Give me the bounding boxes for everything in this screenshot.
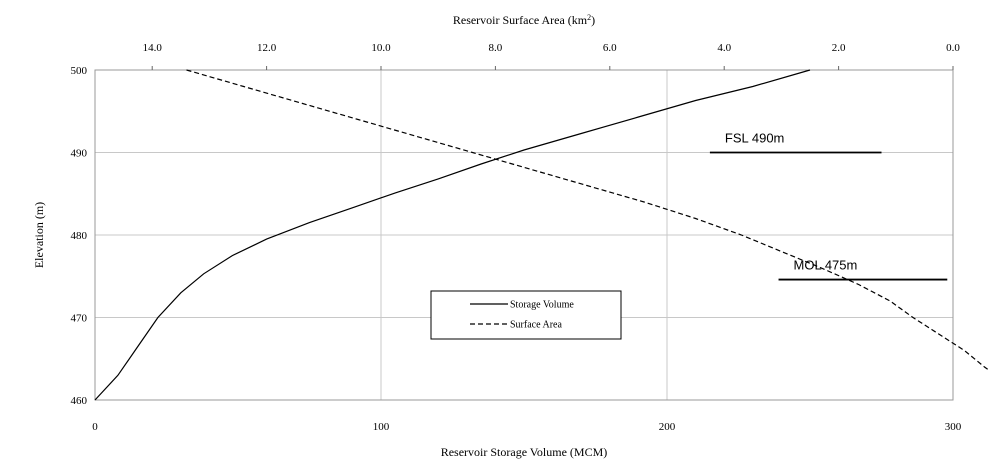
x-axis-label: Reservoir Storage Volume (MCM) <box>441 445 608 459</box>
x-top-tick-label: 12.0 <box>257 42 277 54</box>
legend-box <box>430 290 622 340</box>
annotations: FSL 490m MOL 475m <box>709 131 948 281</box>
series-line-storage-volume <box>94 69 811 401</box>
annotation-label: FSL 490m <box>725 131 785 146</box>
x-bottom-tick-label: 0 <box>92 421 98 433</box>
x-top-tick-label: 8.0 <box>489 42 503 54</box>
legend: Storage Volume Surface Area <box>430 290 622 340</box>
plot-area <box>94 69 954 401</box>
ticks: 460 470 480 490 500 0 100 200 300 14.0 12.0 10.0 8.0… <box>71 42 962 433</box>
y-tick-label: 490 <box>71 148 88 160</box>
y-tick-label: 500 <box>71 65 88 77</box>
x-bottom-tick-label: 200 <box>659 421 676 433</box>
y-tick-label: 470 <box>71 313 88 325</box>
x-bottom-tick-label: 300 <box>945 421 962 433</box>
legend-label-storage-volume: Storage Volume <box>510 300 574 311</box>
grid <box>95 70 953 400</box>
x-top-tick-label: 6.0 <box>603 42 617 54</box>
y-axis-label: Elevation (m) <box>32 202 46 268</box>
series-layer <box>94 69 988 401</box>
legend-label-surface-area: Surface Area <box>510 320 562 331</box>
series-line-surface-area <box>186 69 988 371</box>
top-axis-title: Reservoir Surface Area (km2) <box>453 13 595 27</box>
x-bottom-tick-label: 100 <box>373 421 390 433</box>
x-top-tick-label: 4.0 <box>717 42 731 54</box>
x-top-tick-label: 0.0 <box>946 42 960 54</box>
x-top-tick-label: 2.0 <box>832 42 846 54</box>
y-tick-label: 460 <box>71 395 88 407</box>
x-top-tick-label: 10.0 <box>371 42 391 54</box>
y-tick-label: 480 <box>71 230 88 242</box>
annotation-label: MOL 475m <box>794 258 858 273</box>
x-top-tick-label: 14.0 <box>143 42 163 54</box>
